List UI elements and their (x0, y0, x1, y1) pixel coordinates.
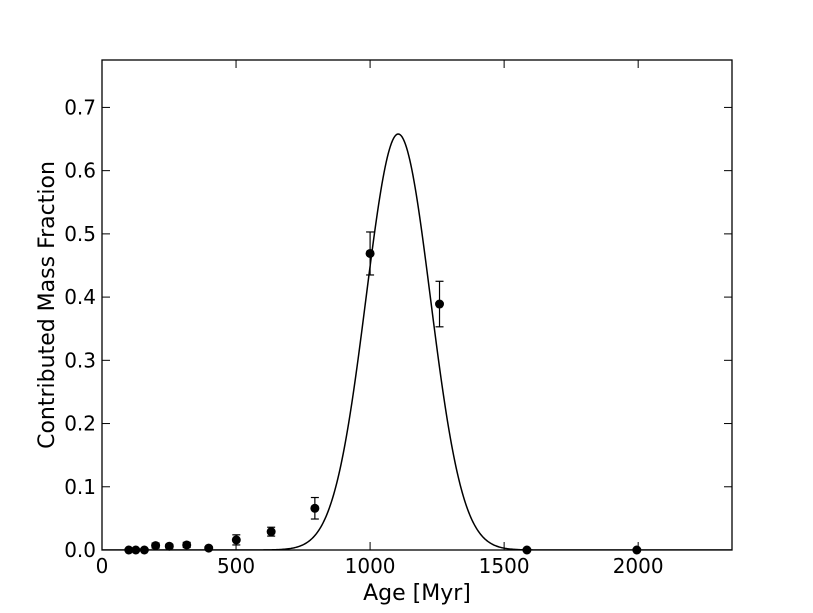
x-tick-label-1: 500 (217, 554, 255, 578)
y-tick-label-0: 0.0 (64, 538, 96, 562)
y-tick-label-2: 0.2 (64, 412, 96, 436)
data-point-4 (164, 541, 174, 551)
axis-ticks: 0 500 1000 1500 2000 0.0 0.1 0.2 0.3 0.4 0.5 0.6 0.7 (64, 60, 732, 578)
data-point-11 (435, 299, 445, 309)
x-tick-label-3: 1500 (479, 554, 530, 578)
data-point-7 (231, 535, 241, 545)
data-point-5 (182, 540, 192, 550)
y-tick-label-3: 0.3 (64, 348, 96, 372)
y-tick-label-4: 0.4 (64, 285, 96, 309)
data-point-9 (310, 503, 320, 513)
y-tick-label-1: 0.1 (64, 475, 96, 499)
x-tick-label-2: 1000 (345, 554, 396, 578)
x-axis-title: Age [Myr] (363, 581, 471, 606)
data-point-3 (151, 541, 161, 551)
x-tick-label-0: 0 (96, 554, 109, 578)
data-point-6 (204, 543, 214, 553)
x-tick-label-4: 2000 (613, 554, 664, 578)
chart-marks (102, 133, 732, 555)
y-tick-label-6: 0.6 (64, 159, 96, 183)
y-tick-label-5: 0.5 (64, 222, 96, 246)
fit-curve (102, 133, 732, 550)
data-point-10 (365, 248, 375, 258)
y-axis-title: Contributed Mass Fraction (35, 161, 60, 449)
y-tick-label-7: 0.7 (64, 95, 96, 119)
plot-frame (101, 59, 733, 551)
data-point-8 (266, 527, 276, 537)
